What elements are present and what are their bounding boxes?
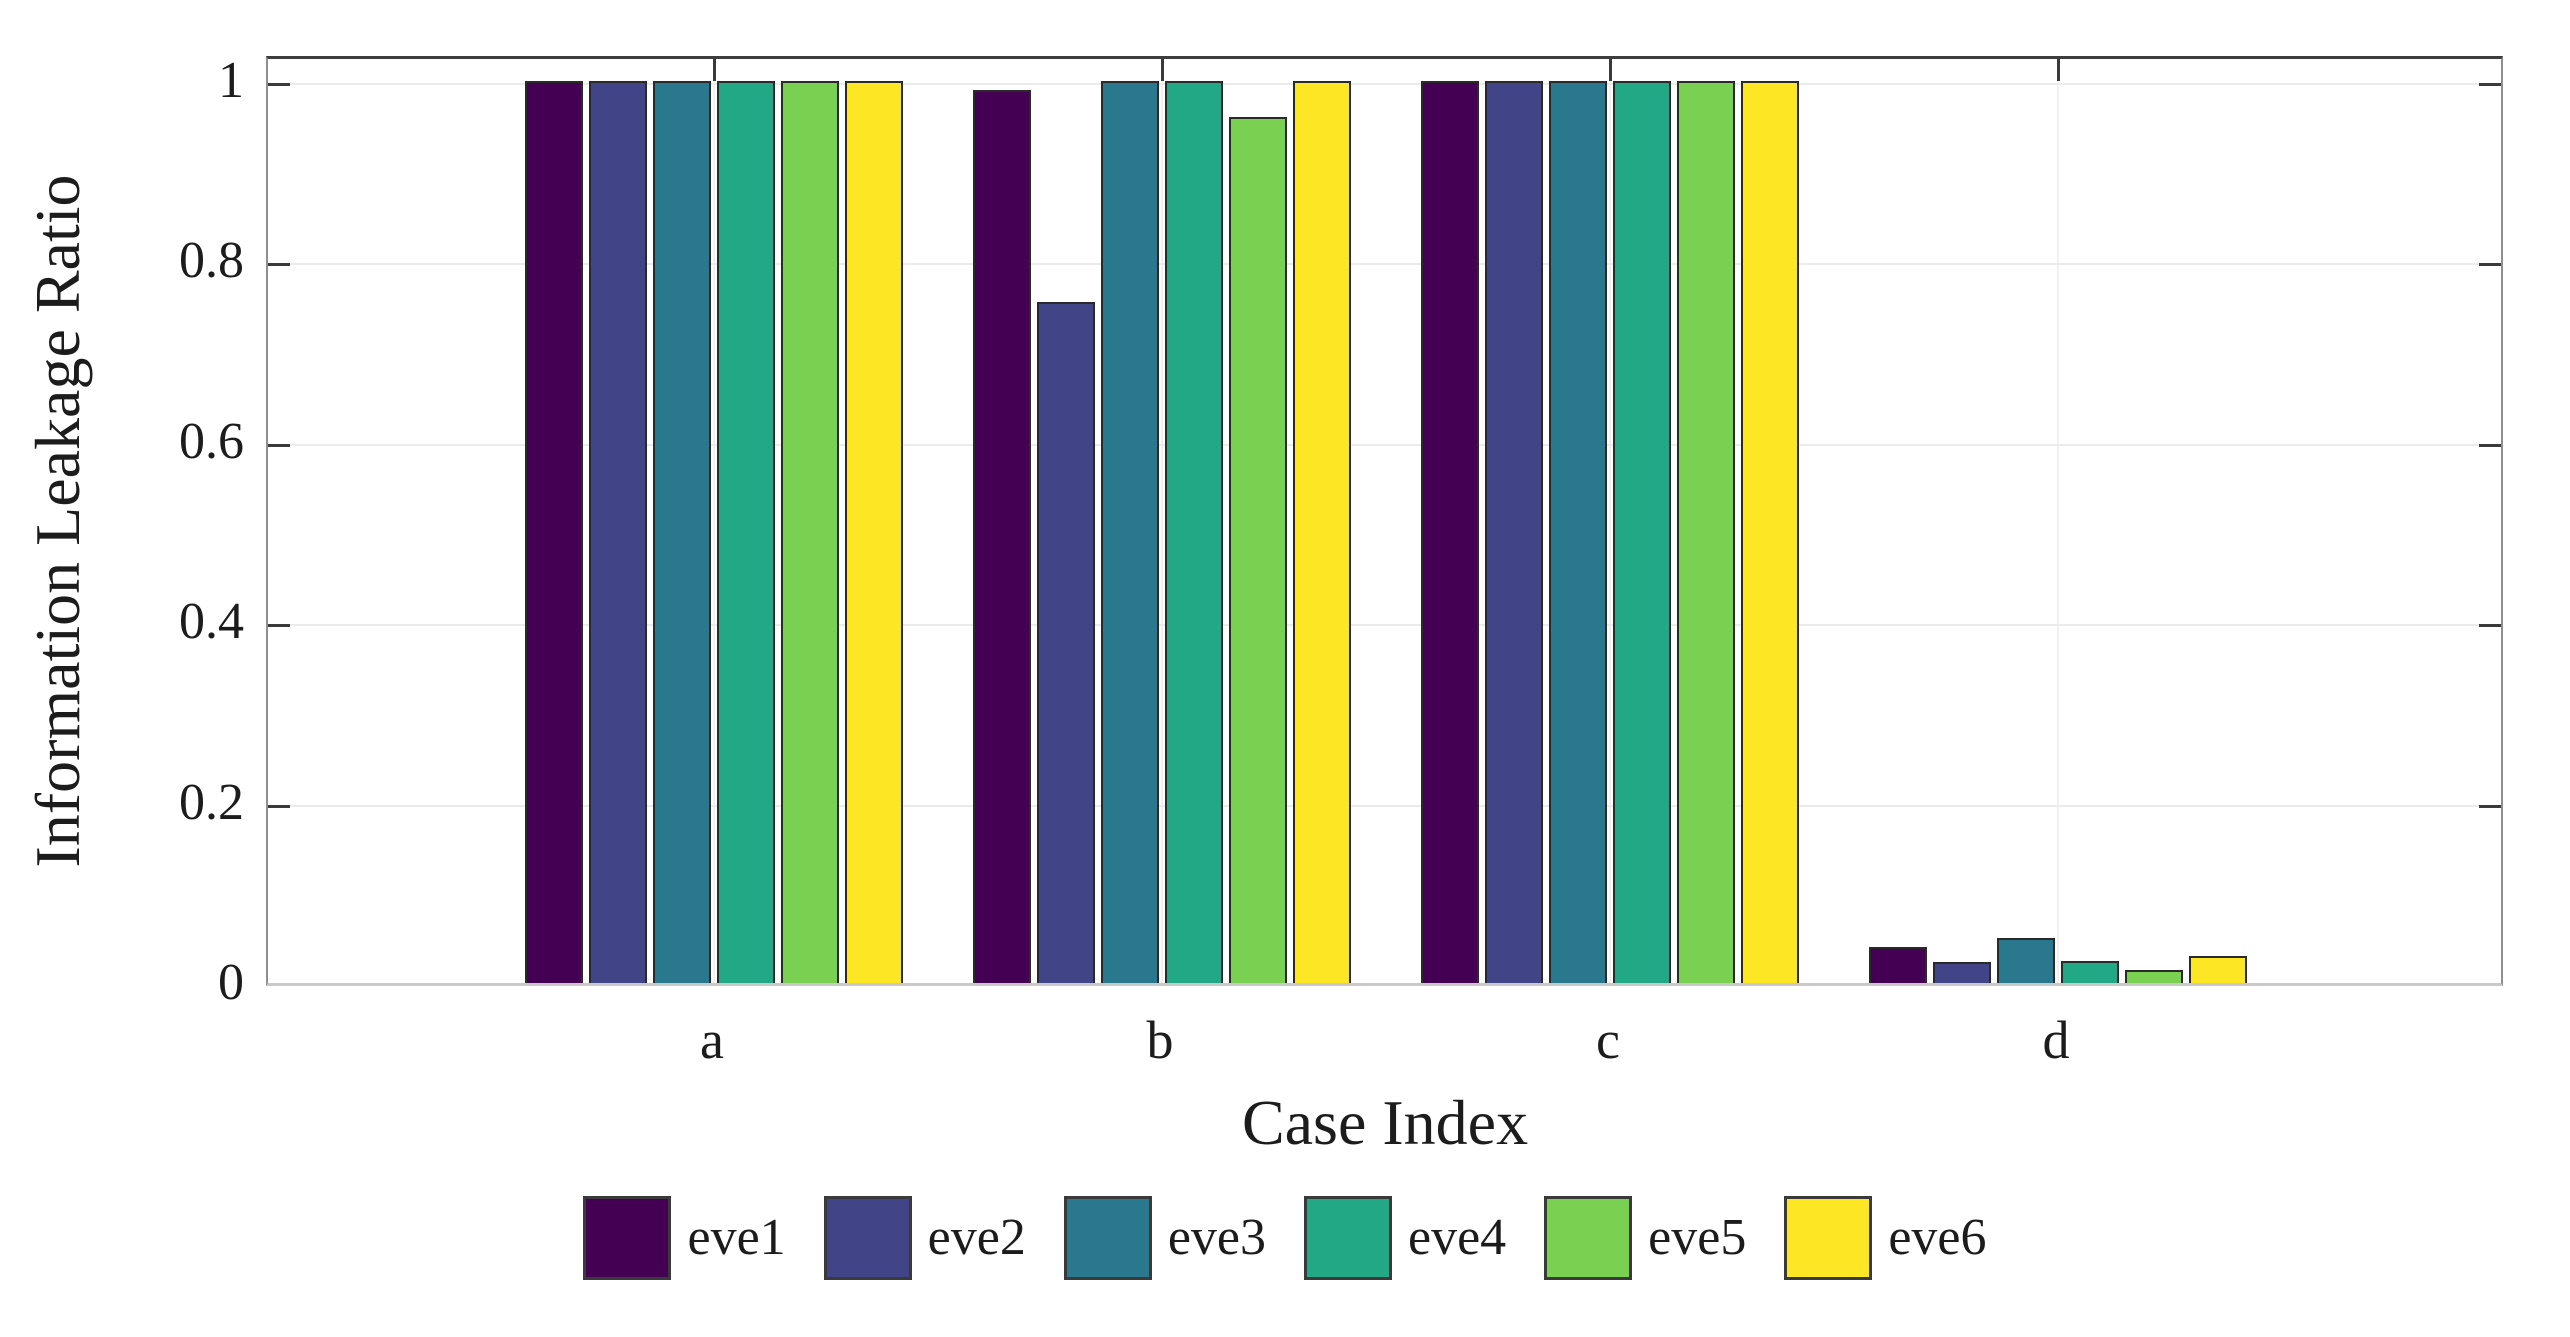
y-axis-title: Information Leakage Ratio — [22, 174, 93, 868]
bar-c-eve1 — [1421, 81, 1479, 983]
y-tick-left-0.4 — [268, 624, 290, 628]
x-tick-label-b: b — [1146, 1010, 1174, 1070]
plot-area — [266, 56, 2503, 986]
x-axis-title: Case Index — [1241, 1087, 1529, 1158]
y-tick-label-1: 1 — [218, 52, 244, 109]
legend-swatch-eve4 — [1304, 1196, 1392, 1280]
legend-label-eve5: eve5 — [1648, 1209, 1747, 1266]
y-tick-right-0.6 — [2479, 443, 2501, 447]
bar-d-eve6 — [2189, 956, 2247, 983]
bar-b-eve2 — [1037, 302, 1095, 983]
bar-a-eve4 — [717, 81, 775, 983]
bar-c-eve5 — [1677, 81, 1735, 983]
legend-label-eve3: eve3 — [1167, 1209, 1266, 1266]
bar-b-eve5 — [1229, 117, 1287, 983]
bar-b-eve1 — [973, 90, 1031, 983]
y-tick-label-0.4: 0.4 — [179, 593, 244, 651]
bar-a-eve5 — [781, 81, 839, 983]
legend-label-eve6: eve6 — [1888, 1209, 1987, 1266]
y-tick-right-0.4 — [2479, 624, 2501, 628]
legend: eve1 eve2 eve3 eve4 eve5 eve6 — [0, 1196, 2570, 1280]
x-tick-a — [713, 59, 716, 81]
legend-label-eve2: eve2 — [927, 1209, 1026, 1266]
y-tick-right-0.8 — [2479, 263, 2501, 267]
legend-swatch-eve2 — [823, 1196, 912, 1280]
x-tick-c — [1609, 59, 1612, 81]
x-tick-label-d: d — [2042, 1010, 2070, 1070]
bar-a-eve3 — [653, 81, 711, 983]
bar-d-eve5 — [2125, 970, 2183, 983]
bar-b-eve6 — [1293, 81, 1351, 983]
y-tick-left-0.6 — [268, 443, 290, 447]
legend-entry-eve5: eve5 — [1544, 1196, 1746, 1280]
bar-c-eve2 — [1485, 81, 1543, 983]
legend-entry-eve1: eve1 — [583, 1196, 786, 1280]
y-tick-label-0.8: 0.8 — [179, 232, 244, 290]
y-gridline-0.6 — [268, 443, 2501, 446]
legend-label-eve1: eve1 — [687, 1209, 786, 1266]
legend-swatch-eve3 — [1063, 1196, 1152, 1280]
bar-c-eve6 — [1741, 81, 1799, 983]
x-gridline-c — [1609, 59, 1611, 983]
legend-swatch-eve6 — [1784, 1196, 1873, 1280]
y-tick-left-0.2 — [268, 804, 290, 808]
y-tick-label-0: 0 — [218, 954, 244, 1011]
bar-d-eve4 — [2061, 961, 2119, 983]
x-tick-label-c: c — [1596, 1010, 1620, 1070]
y-tick-label-0.2: 0.2 — [179, 773, 244, 831]
legend-label-eve4: eve4 — [1408, 1209, 1507, 1266]
bar-b-eve4 — [1165, 81, 1223, 983]
y-tick-left-0.8 — [268, 263, 290, 267]
x-tick-b — [1161, 59, 1164, 81]
bar-c-eve3 — [1549, 81, 1607, 983]
y-gridline-1 — [268, 83, 2501, 85]
x-gridline-b — [1161, 59, 1163, 983]
bar-c-eve4 — [1613, 81, 1671, 983]
x-tick-label-a: a — [700, 1010, 724, 1070]
legend-swatch-eve1 — [583, 1196, 672, 1280]
legend-entry-eve6: eve6 — [1784, 1196, 1987, 1280]
x-tick-d — [2057, 59, 2060, 81]
y-gridline-0.4 — [268, 624, 2501, 627]
bar-b-eve3 — [1101, 81, 1159, 983]
legend-entry-eve2: eve2 — [823, 1196, 1026, 1280]
x-gridline-d — [2057, 59, 2059, 983]
bar-a-eve1 — [525, 81, 583, 983]
bar-a-eve2 — [589, 81, 647, 983]
legend-entry-eve4: eve4 — [1304, 1196, 1506, 1280]
bar-d-eve1 — [1869, 947, 1927, 983]
bar-a-eve6 — [845, 81, 903, 983]
y-tick-right-1 — [2479, 83, 2501, 86]
y-gridline-0.2 — [268, 804, 2501, 807]
y-tick-right-0.2 — [2479, 804, 2501, 808]
x-gridline-a — [713, 59, 715, 983]
bar-d-eve2 — [1933, 962, 1991, 983]
y-tick-label-0.6: 0.6 — [179, 412, 244, 470]
bar-d-eve3 — [1997, 938, 2055, 983]
legend-swatch-eve5 — [1544, 1196, 1633, 1280]
y-gridline-0.8 — [268, 263, 2501, 266]
legend-entry-eve3: eve3 — [1063, 1196, 1266, 1280]
y-tick-left-1 — [268, 83, 290, 86]
